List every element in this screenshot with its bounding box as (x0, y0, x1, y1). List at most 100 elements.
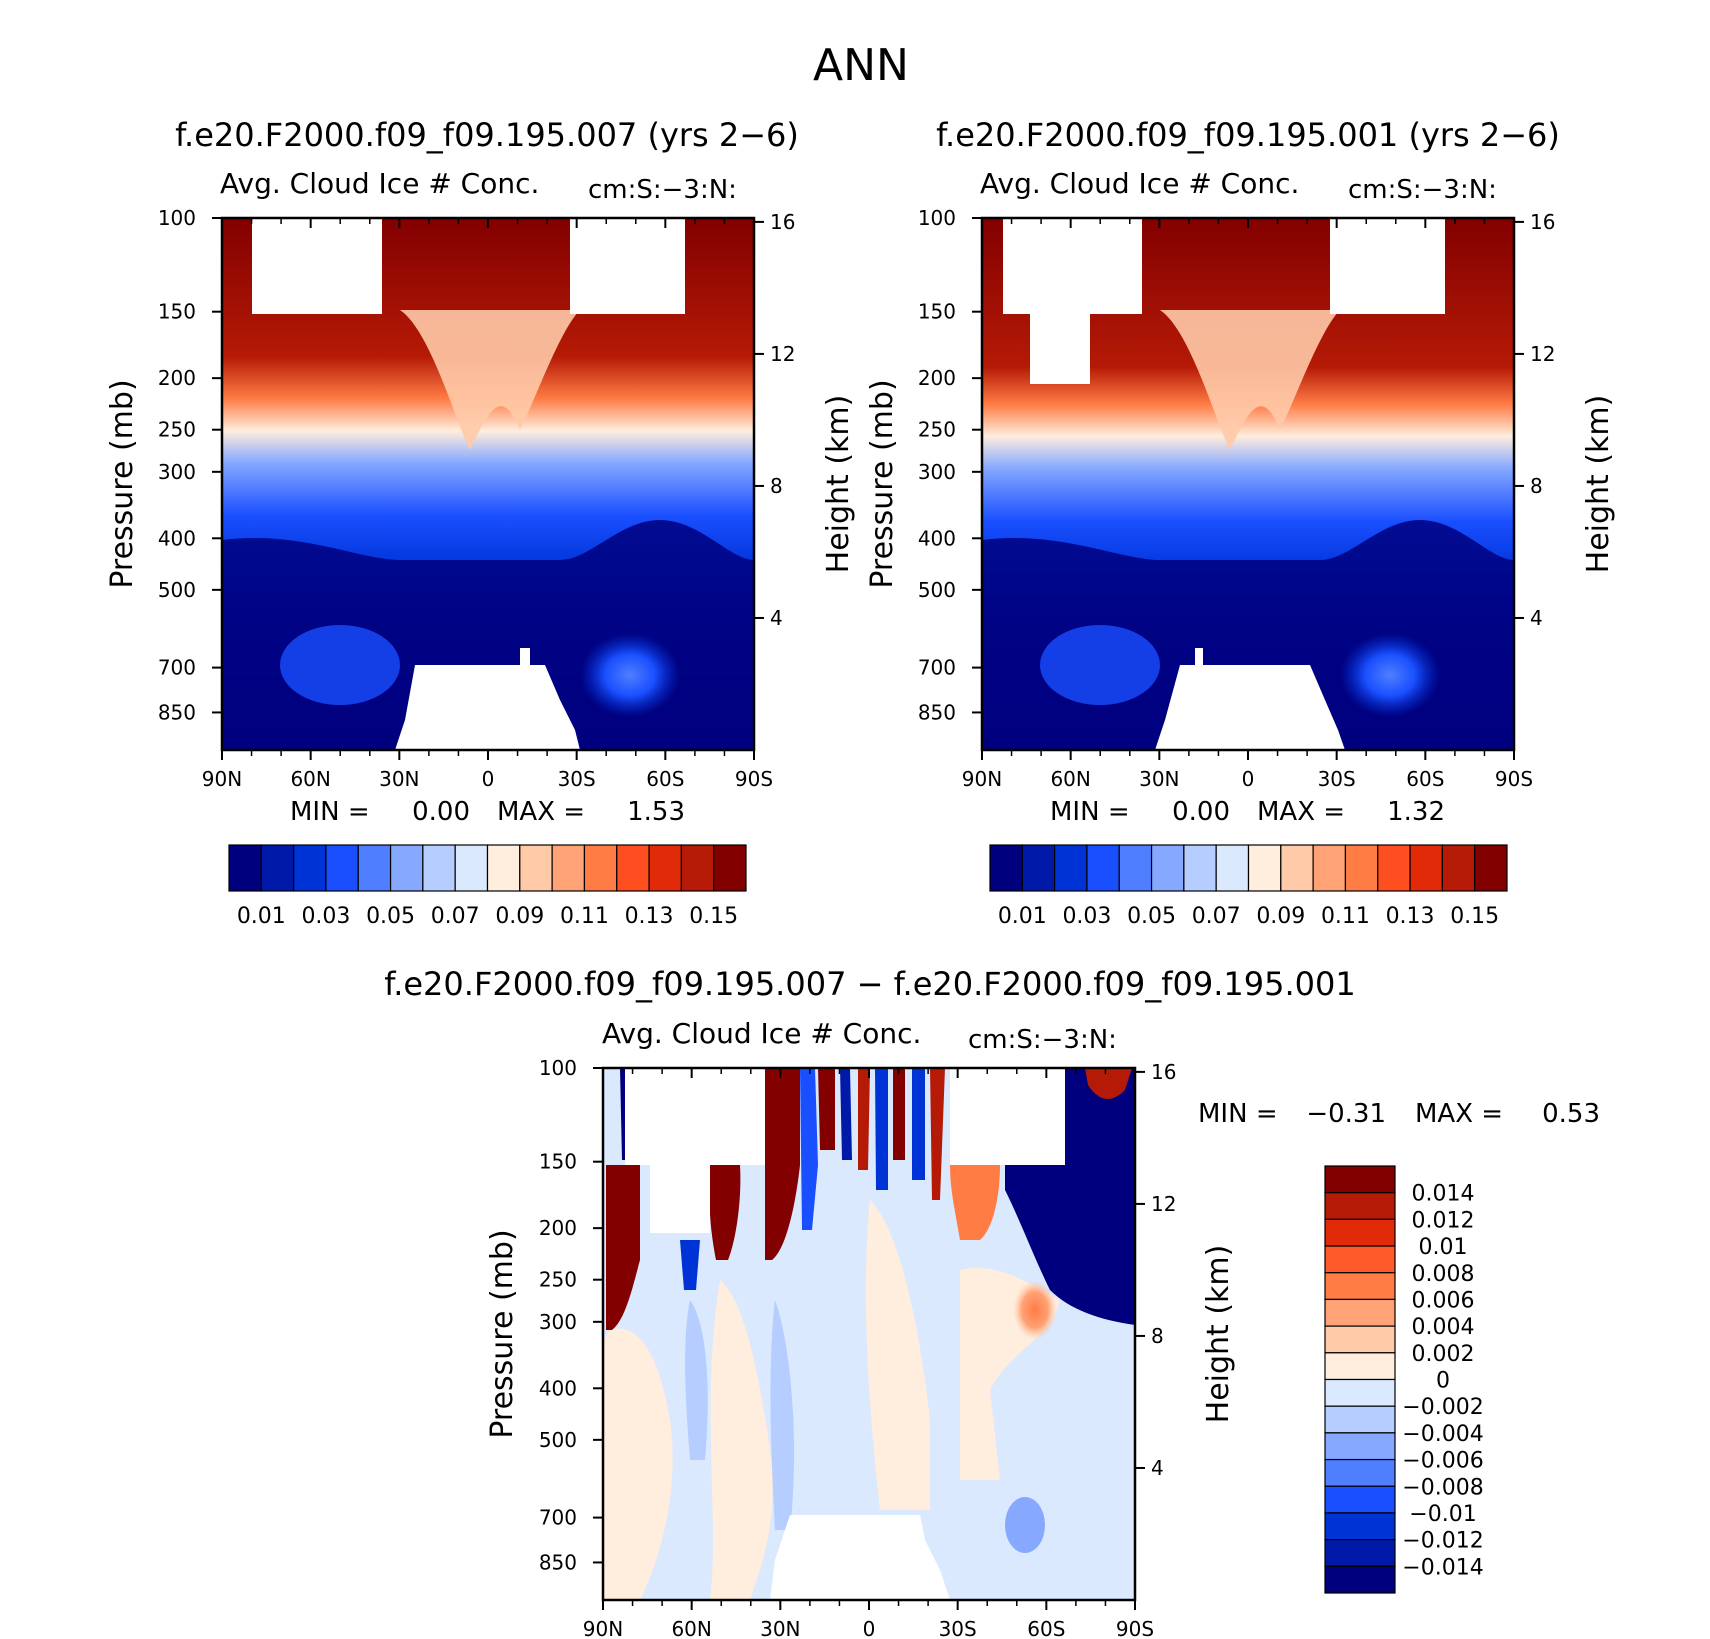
panel-a-units-label: cm:S:−3:N: (588, 175, 737, 205)
panel-c-blue-sh-upper (1005, 1068, 1135, 1325)
panel-c-colorbar-box (1324, 1352, 1396, 1381)
panel-c-x-tick-label: 30N (760, 1617, 800, 1639)
panel-a-y-right-tick-label: 4 (770, 606, 783, 630)
panel-c-units-label: cm:S:−3:N: (968, 1025, 1117, 1055)
panel-c-y-right-tick-label: 8 (1151, 1324, 1164, 1348)
panel-b-ylabel: Pressure (mb) (865, 379, 900, 588)
panel-a-colorbar-box (357, 844, 392, 892)
panel-b-x-tick-label: 30N (1139, 767, 1179, 791)
panel-c-y-tick-label: 150 (539, 1150, 577, 1174)
panel-b-y-tick-label: 150 (918, 300, 956, 324)
panel-b-units-label: cm:S:−3:N: (1348, 175, 1497, 205)
panel-c-max-value: 0.53 (1542, 1099, 1600, 1129)
panel-a-x-tick-label: 60N (290, 767, 330, 791)
panel-a-colorbar-box (713, 844, 747, 892)
panel-c-colorbar-label: −0.014 (1402, 1555, 1483, 1580)
panel-c-colorbar-box (1324, 1565, 1396, 1594)
panel-a-colorbar-box (228, 844, 262, 892)
panel-b-colorbar-box (1183, 844, 1217, 892)
panel-c-red-nh-upper-2 (709, 1165, 741, 1260)
panel-c-variable-label: Avg. Cloud Ice # Conc. (602, 1017, 921, 1050)
panel-b-colorbar-box (1312, 844, 1347, 892)
panel-a-y-tick-label: 100 (158, 206, 196, 230)
panel-a-mask-surface (395, 648, 580, 750)
panel-c-x-tick-label: 90S (1116, 1617, 1154, 1639)
panel-a-y-tick-label: 500 (158, 578, 196, 602)
panel-c-axes: 90N 60N 30N 0 30S 60S 90S 100 150 200 250 300 400 500… (539, 1056, 1177, 1639)
panel-a-x-tick-label: 60S (646, 767, 684, 791)
panel-c-colorbar-box (1324, 1539, 1396, 1567)
panel-c-ylabel-right: Height (km) (1201, 1245, 1236, 1424)
panel-a-y-tick-label: 200 (158, 366, 196, 390)
panel-c-mask-surface (770, 1515, 950, 1600)
panel-c-red-nh-upper (606, 1165, 640, 1330)
panel-a-field (222, 218, 754, 750)
panel-b-colorbar-box (1086, 844, 1120, 892)
panel-b-x-tick-label: 90S (1495, 767, 1533, 791)
panel-b-y-right-tick-label: 16 (1530, 210, 1555, 234)
panel-c-y-right-tick-label: 12 (1151, 1192, 1176, 1216)
panel-a-nh-cell (280, 625, 400, 705)
panel-a-colorbar-box (486, 844, 521, 892)
panel-a-mask-sh-top (570, 218, 685, 314)
panel-b-mask-nh-top (1003, 218, 1142, 384)
panel-b-y-tick-label: 400 (918, 526, 956, 550)
panel-a-colorbar-label: 0.09 (495, 904, 544, 929)
panel-a-x-tick-label: 30S (558, 767, 596, 791)
panel-a-colorbar-box (551, 844, 586, 892)
panel-b-x-tick-label: 30S (1318, 767, 1356, 791)
panel-b-x-tick-label: 0 (1242, 767, 1255, 791)
panel-a: f.e20.F2000.f09_f09.195.007 (yrs 2−6) Av… (105, 116, 856, 929)
panel-b-colorbar-box (1150, 844, 1185, 892)
panel-b-colorbar-label: 0.05 (1127, 904, 1176, 929)
panel-b-y-tick-label: 300 (918, 460, 956, 484)
panel-a-y-tick-label: 850 (158, 700, 196, 724)
panel-c-red-sh-top (1085, 1068, 1132, 1100)
panel-a-colorbar-label: 0.15 (689, 904, 738, 929)
panel-a-colorbar-box (389, 844, 424, 892)
panel-a-x-tick-label: 0 (482, 767, 495, 791)
panel-c-negative-sh-cell (1005, 1497, 1045, 1553)
panel-a-mask-nh-top (252, 218, 382, 314)
panel-a-colorbar-box (680, 844, 715, 892)
panel-c-ylabel: Pressure (mb) (485, 1229, 520, 1438)
panel-a-y-tick-label: 250 (158, 418, 196, 442)
panel-b-title: f.e20.F2000.f09_f09.195.001 (yrs 2−6) (936, 116, 1560, 154)
panel-b-colorbar-label: 0.11 (1321, 904, 1370, 929)
panel-a-ylabel-right: Height (km) (821, 395, 856, 574)
panel-b-x-tick-label: 60S (1406, 767, 1444, 791)
panel-b-y-tick-label: 250 (918, 418, 956, 442)
panel-a-colorbar-label: 0.07 (431, 904, 480, 929)
panel-b-axes: 90N 60N 30N 0 30S 60S 90S 100 150 200 250 300 400 500… (918, 206, 1556, 791)
panel-c-blue-nh-column (680, 1240, 700, 1290)
panel-c-colorbar-box (1324, 1432, 1396, 1461)
panel-b-sh-cell (1340, 633, 1440, 717)
panel-c-colorbar-label: −0.01 (1409, 1502, 1476, 1527)
panel-b-colorbar-box (1441, 844, 1476, 892)
panel-b-colorbar-label: 0.03 (1062, 904, 1111, 929)
panel-c-x-tick-label: 90N (583, 1617, 623, 1639)
panel-c-mask-nh-mid (650, 1165, 710, 1233)
panel-c-colorbar-box (1324, 1165, 1396, 1194)
panel-b-colorbar-label: 0.09 (1256, 904, 1305, 929)
panel-b-colorbar-box (1118, 844, 1153, 892)
panel-c-y-right-tick-label: 4 (1151, 1456, 1164, 1480)
panel-b-colorbar-label: 0.15 (1450, 904, 1499, 929)
panel-b-field (982, 218, 1514, 750)
panel-c-colorbar-label: 0.004 (1412, 1315, 1475, 1340)
panel-c-upper-streaks (765, 1068, 1000, 1260)
panel-c-colorbar-box (1324, 1298, 1396, 1327)
panel-b-mask-surface (1155, 648, 1345, 750)
panel-c-positive-eq (865, 1200, 930, 1510)
panel-a-x-tick-label: 90N (202, 767, 242, 791)
panel-b-colorbar-label: 0.07 (1192, 904, 1241, 929)
panel-b-tropical-dip (1160, 310, 1340, 450)
panel-c-field (603, 1068, 1135, 1600)
panel-c-positive-nh (603, 1328, 673, 1600)
panel-b-colorbar-box (1280, 844, 1314, 892)
panel-a-ylabel: Pressure (mb) (105, 379, 140, 588)
panel-b-y-right-tick-label: 4 (1530, 606, 1543, 630)
panel-b-colorbar-box (1021, 844, 1056, 892)
panel-c-colorbar-label: 0.006 (1412, 1288, 1475, 1313)
